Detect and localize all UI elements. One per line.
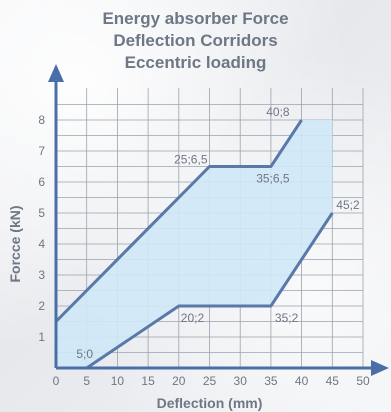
x-tick-label: 30	[234, 374, 248, 388]
x-axis-label: Deflection (mm)	[157, 395, 263, 411]
y-tick-labels: 1 2 3 4 5 6 7 8	[38, 113, 45, 344]
x-tick-label: 20	[172, 374, 186, 388]
chart-title-line-3: Eccentric loading	[124, 53, 267, 72]
y-tick-label: 8	[38, 113, 45, 127]
data-label: 20;2	[181, 311, 205, 325]
y-tick-label: 4	[38, 237, 45, 251]
data-label: 25;6,5	[174, 153, 208, 167]
axes	[48, 64, 389, 376]
x-tick-labels: 0 5 10 15 20 25 30 35 40 45 50	[53, 374, 370, 388]
x-tick-label: 45	[326, 374, 340, 388]
y-axis-label: Forcce (kN)	[7, 205, 23, 282]
x-tick-label: 25	[203, 374, 217, 388]
x-tick-label: 35	[264, 374, 278, 388]
y-tick-label: 7	[38, 144, 45, 158]
data-label: 40;8	[266, 105, 290, 119]
point-annotations: 40;8 25;6,5 35;6,5 45;2 20;2 35;2 5;0	[76, 105, 360, 361]
data-label: 45;2	[336, 198, 360, 212]
x-tick-label: 0	[53, 374, 60, 388]
y-tick-label: 2	[38, 299, 45, 313]
data-label: 35;2	[275, 311, 299, 325]
x-tick-label: 5	[83, 374, 90, 388]
data-label: 35;6,5	[256, 172, 290, 186]
chart-title-line-1: Energy absorber Force	[102, 9, 289, 28]
x-axis-arrow	[371, 360, 389, 376]
data-label: 5;0	[76, 347, 93, 361]
y-tick-label: 1	[38, 330, 45, 344]
x-tick-label: 40	[295, 374, 309, 388]
y-tick-label: 6	[38, 175, 45, 189]
x-tick-label: 50	[356, 374, 370, 388]
y-axis-arrow	[48, 64, 64, 82]
y-tick-label: 5	[38, 206, 45, 220]
x-tick-label: 10	[111, 374, 125, 388]
upper-corridor-line	[54, 119, 303, 323]
y-tick-label: 3	[38, 268, 45, 282]
chart-title-line-2: Deflection Corridors	[113, 31, 278, 50]
x-tick-label: 15	[141, 374, 155, 388]
